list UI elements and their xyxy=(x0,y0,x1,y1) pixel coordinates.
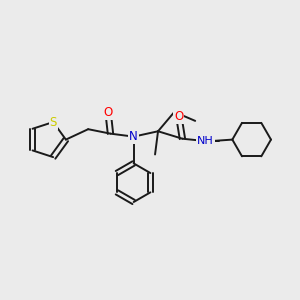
Text: O: O xyxy=(103,106,113,119)
Text: O: O xyxy=(174,110,184,123)
Text: NH: NH xyxy=(197,136,214,146)
Text: S: S xyxy=(50,116,57,129)
Text: N: N xyxy=(129,130,138,143)
